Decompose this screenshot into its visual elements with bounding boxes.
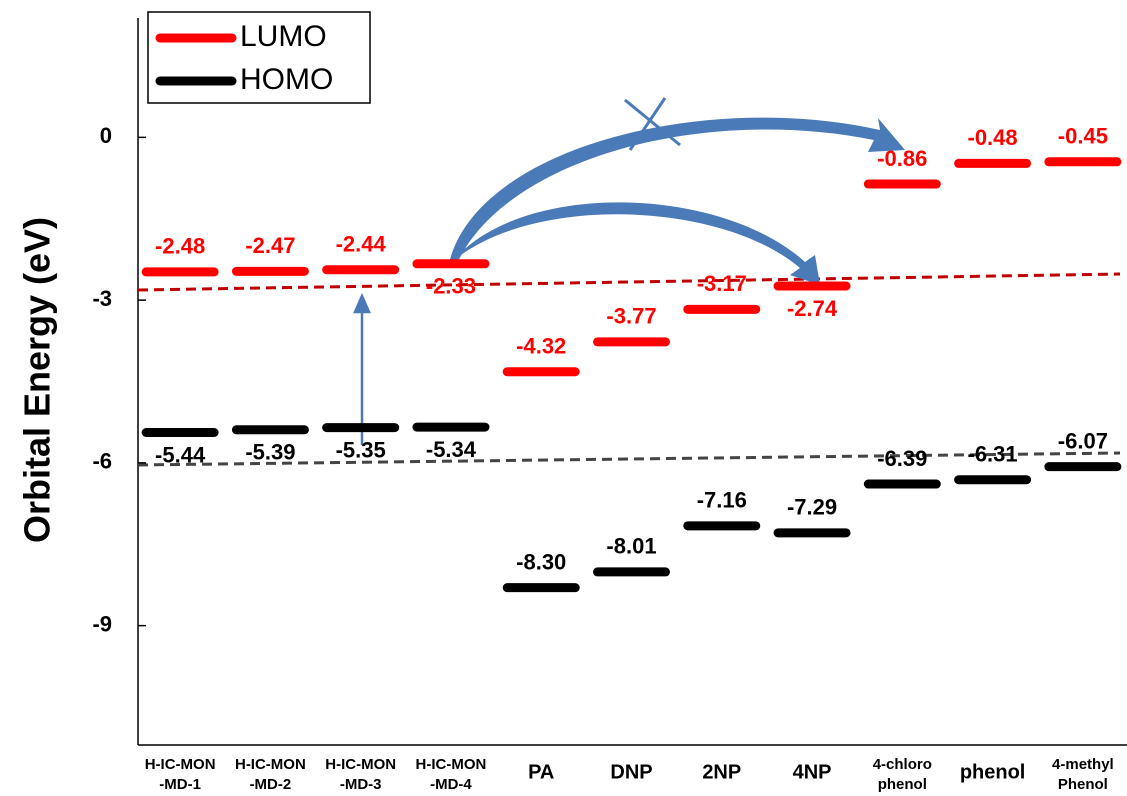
y-axis-label: Orbital Energy (eV) xyxy=(17,217,58,543)
x-tick-label: PA xyxy=(528,761,554,783)
y-tick-label: -9 xyxy=(92,611,112,636)
value-label: -5.39 xyxy=(245,440,295,465)
value-label: -2.44 xyxy=(336,232,387,257)
x-tick-label: H-IC-MON -MD-1 xyxy=(145,756,216,793)
arrows xyxy=(448,117,905,285)
value-label: -2.47 xyxy=(245,233,295,258)
value-label: -0.86 xyxy=(877,146,927,171)
value-label: -6.07 xyxy=(1058,428,1108,453)
value-label: -7.16 xyxy=(697,488,747,513)
legend-label: LUMO xyxy=(240,20,327,53)
value-label: -5.35 xyxy=(336,437,386,462)
x-tick-label: H-IC-MON -MD-2 xyxy=(235,756,306,793)
legend-box xyxy=(147,11,371,104)
value-label: -7.29 xyxy=(787,495,837,520)
value-label: -6.39 xyxy=(877,446,927,471)
value-label: -3.17 xyxy=(697,271,747,296)
value-label: -8.01 xyxy=(606,534,656,559)
value-label: -2.33 xyxy=(426,274,476,299)
lumo-trend xyxy=(137,272,1121,292)
x-tick-label: 2NP xyxy=(702,761,741,783)
vertical-arrow xyxy=(353,292,371,445)
value-label: -5.34 xyxy=(426,437,477,462)
value-label: -4.32 xyxy=(516,334,566,359)
y-tick-label: -3 xyxy=(92,286,112,311)
value-label: -2.48 xyxy=(155,234,205,259)
value-label: -8.30 xyxy=(516,549,566,574)
value-label: -0.45 xyxy=(1058,124,1108,149)
x-tick-label: H-IC-MON -MD-4 xyxy=(416,756,487,793)
value-label: -5.44 xyxy=(155,442,206,467)
y-tick-label: 0 xyxy=(100,123,112,148)
y-tick-label: -6 xyxy=(92,449,112,474)
x-tick-label: 4NP xyxy=(793,761,832,783)
x-tick-label: H-IC-MON -MD-3 xyxy=(325,756,396,793)
x-tick-label: phenol xyxy=(960,761,1026,783)
value-label: -0.48 xyxy=(968,125,1018,150)
x-tick-label: 4-chloro phenol xyxy=(873,756,932,793)
x-tick-label: DNP xyxy=(610,761,652,783)
legend-label: HOMO xyxy=(240,63,333,96)
value-label: -2.74 xyxy=(787,296,838,321)
value-label: -6.31 xyxy=(968,442,1018,467)
curved-arrow xyxy=(448,117,905,268)
homo-trend xyxy=(137,451,1121,467)
curved-arrow xyxy=(452,202,820,285)
cross-mark xyxy=(624,97,681,151)
x-tick-label: 4-methyl Phenol xyxy=(1052,756,1114,793)
value-label: -3.77 xyxy=(606,304,656,329)
